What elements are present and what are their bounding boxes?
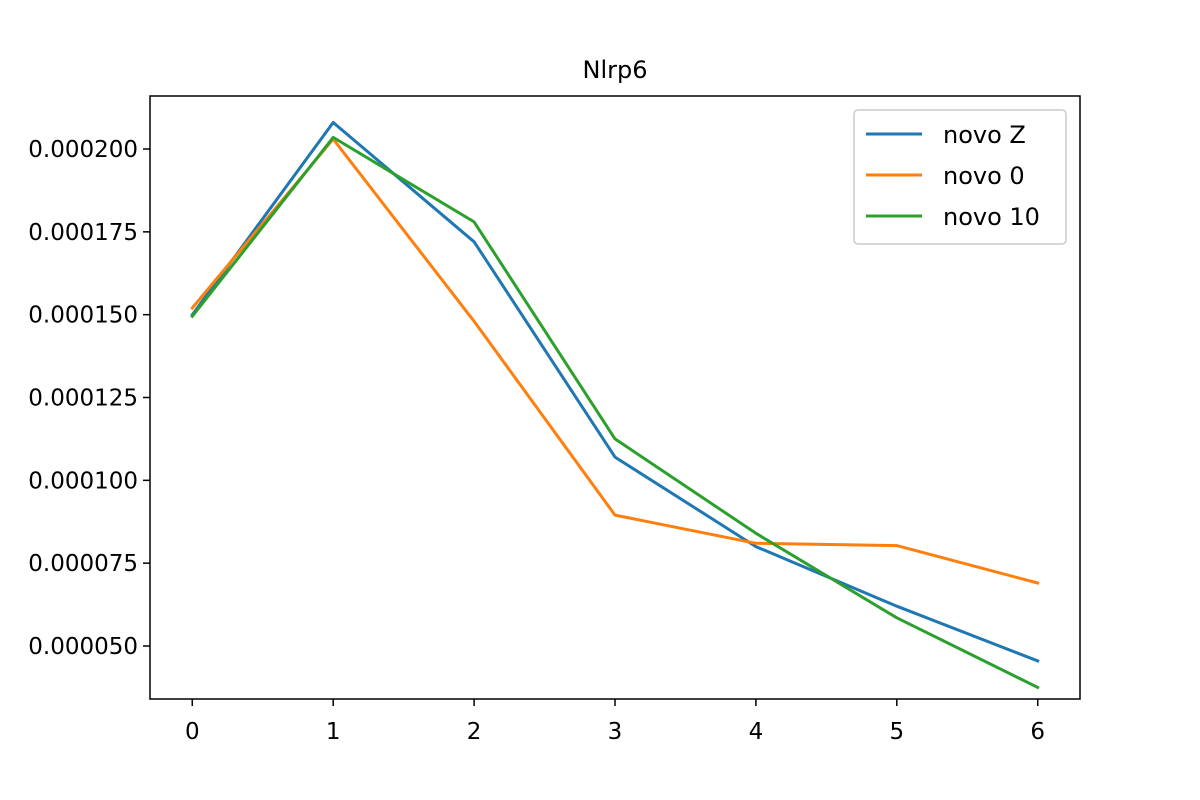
y-tick-label: 0.000050	[28, 634, 138, 660]
legend: novo Z novo 0 novo 10	[853, 109, 1067, 245]
series-line-3	[190, 135, 1040, 690]
y-tick-label: 0.000150	[28, 303, 138, 329]
y-tick-label: 0.000075	[28, 551, 138, 577]
series-line-1	[190, 121, 1040, 663]
legend-label: novo Z	[943, 121, 1026, 149]
x-tick-label: 5	[889, 719, 904, 745]
y-tick-label: 0.000200	[28, 137, 138, 163]
chart-title: Nlrp6	[583, 56, 648, 84]
x-tick-label: 1	[326, 719, 341, 745]
x-tick-label: 0	[185, 719, 200, 745]
x-tick-label: 4	[749, 719, 764, 745]
x-tick-label: 6	[1030, 719, 1045, 745]
legend-label: novo 10	[943, 203, 1040, 231]
legend-box	[853, 109, 1067, 245]
y-tick-label: 0.000175	[28, 220, 138, 246]
x-axis: 0 1 2 3 4 5 6	[185, 699, 1045, 745]
y-axis: 0.000050 0.000075 0.000100 0.000125 0.000150…	[28, 137, 150, 660]
x-tick-label: 3	[608, 719, 623, 745]
y-tick-label: 0.000100	[28, 468, 138, 494]
x-tick-label: 2	[467, 719, 482, 745]
series-layer	[190, 121, 1040, 690]
legend-label: novo 0	[943, 162, 1025, 190]
y-tick-label: 0.000125	[28, 386, 138, 412]
